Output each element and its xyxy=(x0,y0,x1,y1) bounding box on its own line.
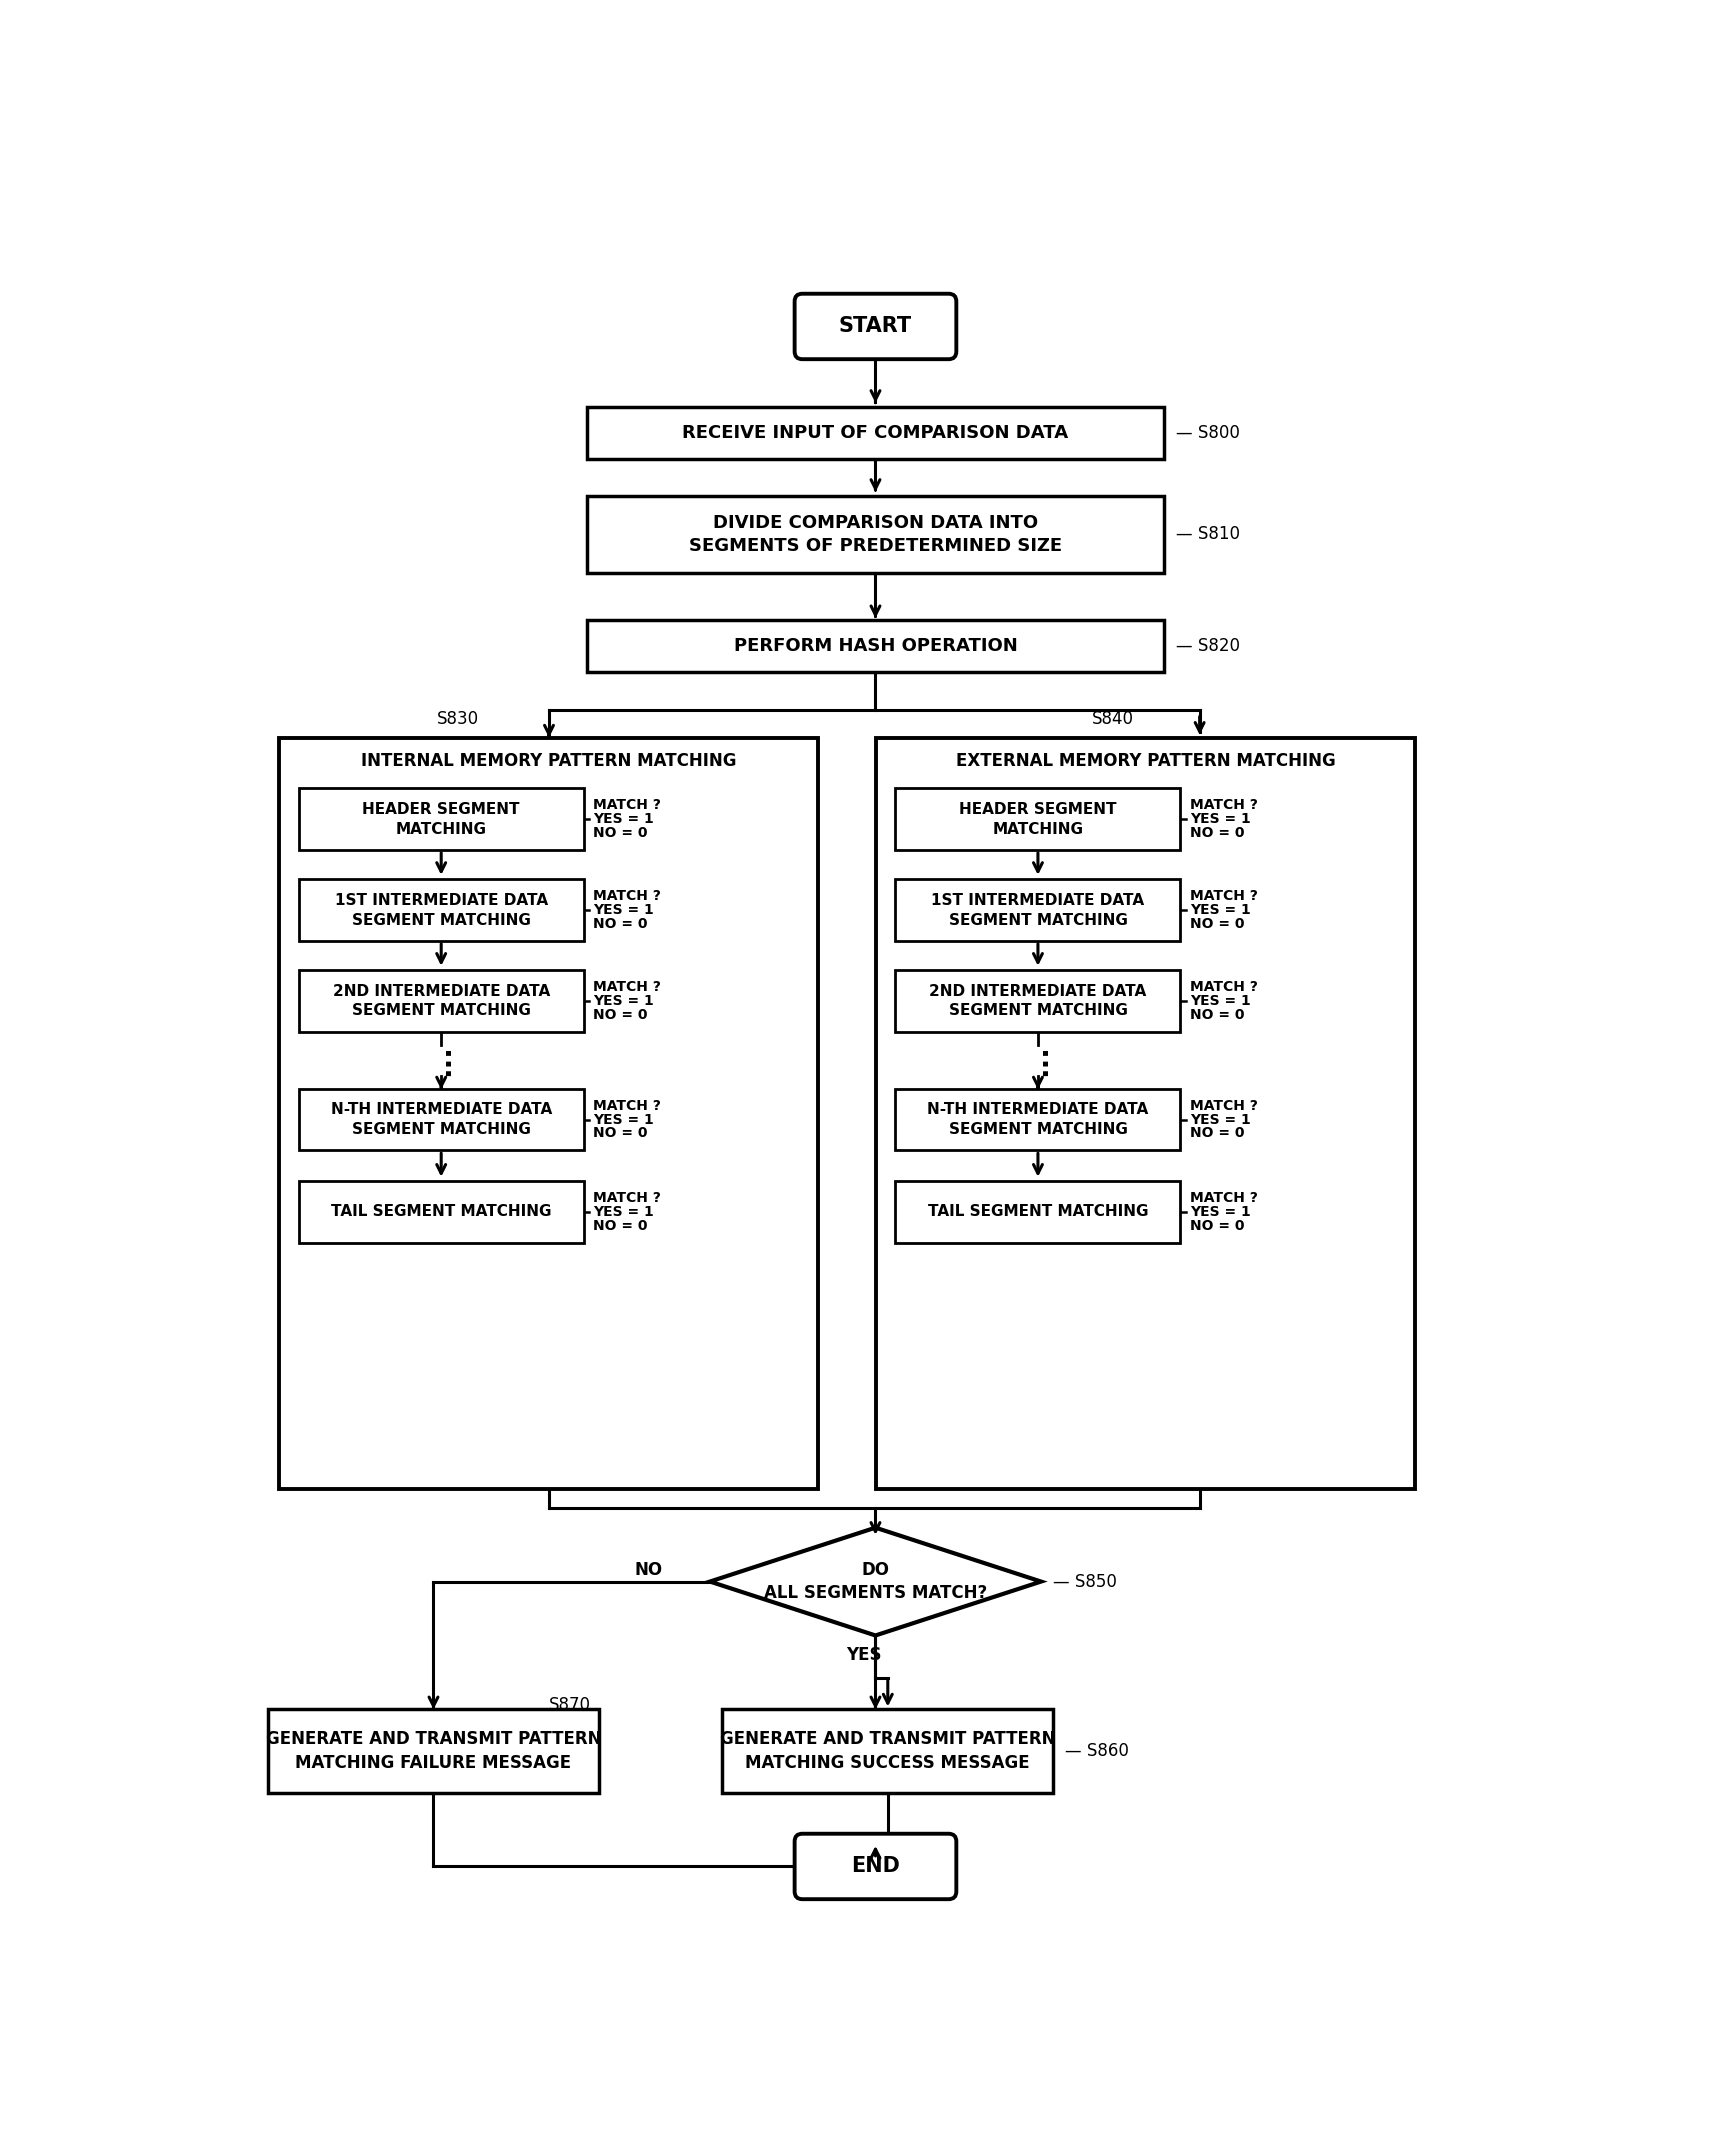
Text: YES = 1: YES = 1 xyxy=(1189,1112,1251,1127)
Text: YES = 1: YES = 1 xyxy=(593,1204,653,1219)
Bar xyxy=(896,1089,1181,1151)
Text: YES = 1: YES = 1 xyxy=(593,1112,653,1127)
Text: N-TH INTERMEDIATE DATA
SEGMENT MATCHING: N-TH INTERMEDIATE DATA SEGMENT MATCHING xyxy=(330,1102,552,1138)
Text: MATCH ?: MATCH ? xyxy=(593,979,661,994)
Text: — S860: — S860 xyxy=(1065,1742,1128,1759)
Text: INTERNAL MEMORY PATTERN MATCHING: INTERNAL MEMORY PATTERN MATCHING xyxy=(361,752,737,769)
FancyBboxPatch shape xyxy=(795,1834,957,1899)
Text: N-TH INTERMEDIATE DATA
SEGMENT MATCHING: N-TH INTERMEDIATE DATA SEGMENT MATCHING xyxy=(928,1102,1148,1138)
Text: — S800: — S800 xyxy=(1176,424,1239,441)
Text: DIVIDE COMPARISON DATA INTO
SEGMENTS OF PREDETERMINED SIZE: DIVIDE COMPARISON DATA INTO SEGMENTS OF … xyxy=(689,514,1061,555)
Bar xyxy=(586,407,1164,459)
Text: 1ST INTERMEDIATE DATA
SEGMENT MATCHING: 1ST INTERMEDIATE DATA SEGMENT MATCHING xyxy=(931,894,1145,928)
Bar xyxy=(299,1089,584,1151)
Text: EXTERNAL MEMORY PATTERN MATCHING: EXTERNAL MEMORY PATTERN MATCHING xyxy=(955,752,1336,769)
Text: YES = 1: YES = 1 xyxy=(593,994,653,1007)
Text: MATCH ?: MATCH ? xyxy=(1189,1099,1258,1112)
Text: YES: YES xyxy=(846,1646,882,1663)
Text: — S850: — S850 xyxy=(1053,1573,1116,1590)
Text: TAIL SEGMENT MATCHING: TAIL SEGMENT MATCHING xyxy=(928,1204,1148,1219)
Text: DO
ALL SEGMENTS MATCH?: DO ALL SEGMENTS MATCH? xyxy=(764,1560,988,1603)
Text: ...: ... xyxy=(1024,1044,1053,1076)
Text: YES = 1: YES = 1 xyxy=(1189,812,1251,827)
Text: YES = 1: YES = 1 xyxy=(1189,902,1251,917)
Bar xyxy=(299,1181,584,1243)
Text: MATCH ?: MATCH ? xyxy=(593,1099,661,1112)
Text: RECEIVE INPUT OF COMPARISON DATA: RECEIVE INPUT OF COMPARISON DATA xyxy=(682,424,1068,441)
Text: NO = 0: NO = 0 xyxy=(593,1007,648,1022)
Text: START: START xyxy=(839,317,913,336)
Text: MATCH ?: MATCH ? xyxy=(1189,979,1258,994)
Bar xyxy=(280,737,819,1489)
Bar xyxy=(299,879,584,941)
Text: YES = 1: YES = 1 xyxy=(1189,1204,1251,1219)
Text: TAIL SEGMENT MATCHING: TAIL SEGMENT MATCHING xyxy=(332,1204,552,1219)
Text: YES = 1: YES = 1 xyxy=(1189,994,1251,1007)
Bar xyxy=(896,971,1181,1031)
Bar xyxy=(586,619,1164,673)
Polygon shape xyxy=(709,1528,1041,1635)
Bar xyxy=(896,789,1181,851)
Text: NO = 0: NO = 0 xyxy=(593,1127,648,1140)
Bar xyxy=(896,879,1181,941)
Bar xyxy=(723,1708,1053,1794)
Bar xyxy=(877,737,1415,1489)
Text: NO = 0: NO = 0 xyxy=(1189,1219,1244,1232)
Text: GENERATE AND TRANSMIT PATTERN
MATCHING SUCCESS MESSAGE: GENERATE AND TRANSMIT PATTERN MATCHING S… xyxy=(719,1729,1056,1772)
Text: HEADER SEGMENT
MATCHING: HEADER SEGMENT MATCHING xyxy=(362,801,520,836)
Text: MATCH ?: MATCH ? xyxy=(593,889,661,902)
Bar xyxy=(268,1708,600,1794)
Bar xyxy=(586,495,1164,572)
Text: NO = 0: NO = 0 xyxy=(593,917,648,930)
Text: 2ND INTERMEDIATE DATA
SEGMENT MATCHING: 2ND INTERMEDIATE DATA SEGMENT MATCHING xyxy=(333,984,550,1018)
Text: MATCH ?: MATCH ? xyxy=(1189,1192,1258,1204)
FancyBboxPatch shape xyxy=(795,294,957,360)
Text: — S820: — S820 xyxy=(1176,636,1239,656)
Text: NO = 0: NO = 0 xyxy=(1189,917,1244,930)
Text: MATCH ?: MATCH ? xyxy=(1189,799,1258,812)
Text: MATCH ?: MATCH ? xyxy=(593,799,661,812)
Text: NO = 0: NO = 0 xyxy=(1189,825,1244,840)
Text: PERFORM HASH OPERATION: PERFORM HASH OPERATION xyxy=(733,636,1017,656)
Text: NO = 0: NO = 0 xyxy=(593,825,648,840)
Text: — S810: — S810 xyxy=(1176,525,1239,544)
Text: NO: NO xyxy=(634,1560,663,1579)
Text: HEADER SEGMENT
MATCHING: HEADER SEGMENT MATCHING xyxy=(959,801,1116,836)
Bar xyxy=(299,789,584,851)
Text: NO = 0: NO = 0 xyxy=(593,1219,648,1232)
Text: GENERATE AND TRANSMIT PATTERN
MATCHING FAILURE MESSAGE: GENERATE AND TRANSMIT PATTERN MATCHING F… xyxy=(265,1729,602,1772)
Bar xyxy=(299,971,584,1031)
Text: ...: ... xyxy=(427,1044,455,1076)
Text: S830: S830 xyxy=(438,709,480,729)
Text: END: END xyxy=(851,1856,901,1877)
Text: 1ST INTERMEDIATE DATA
SEGMENT MATCHING: 1ST INTERMEDIATE DATA SEGMENT MATCHING xyxy=(335,894,549,928)
Text: 2ND INTERMEDIATE DATA
SEGMENT MATCHING: 2ND INTERMEDIATE DATA SEGMENT MATCHING xyxy=(930,984,1147,1018)
Text: MATCH ?: MATCH ? xyxy=(1189,889,1258,902)
Text: S870: S870 xyxy=(549,1695,591,1714)
Text: YES = 1: YES = 1 xyxy=(593,902,653,917)
Text: YES = 1: YES = 1 xyxy=(593,812,653,827)
Text: NO = 0: NO = 0 xyxy=(1189,1007,1244,1022)
Text: NO = 0: NO = 0 xyxy=(1189,1127,1244,1140)
Bar xyxy=(896,1181,1181,1243)
Text: MATCH ?: MATCH ? xyxy=(593,1192,661,1204)
Text: S840: S840 xyxy=(1092,709,1133,729)
